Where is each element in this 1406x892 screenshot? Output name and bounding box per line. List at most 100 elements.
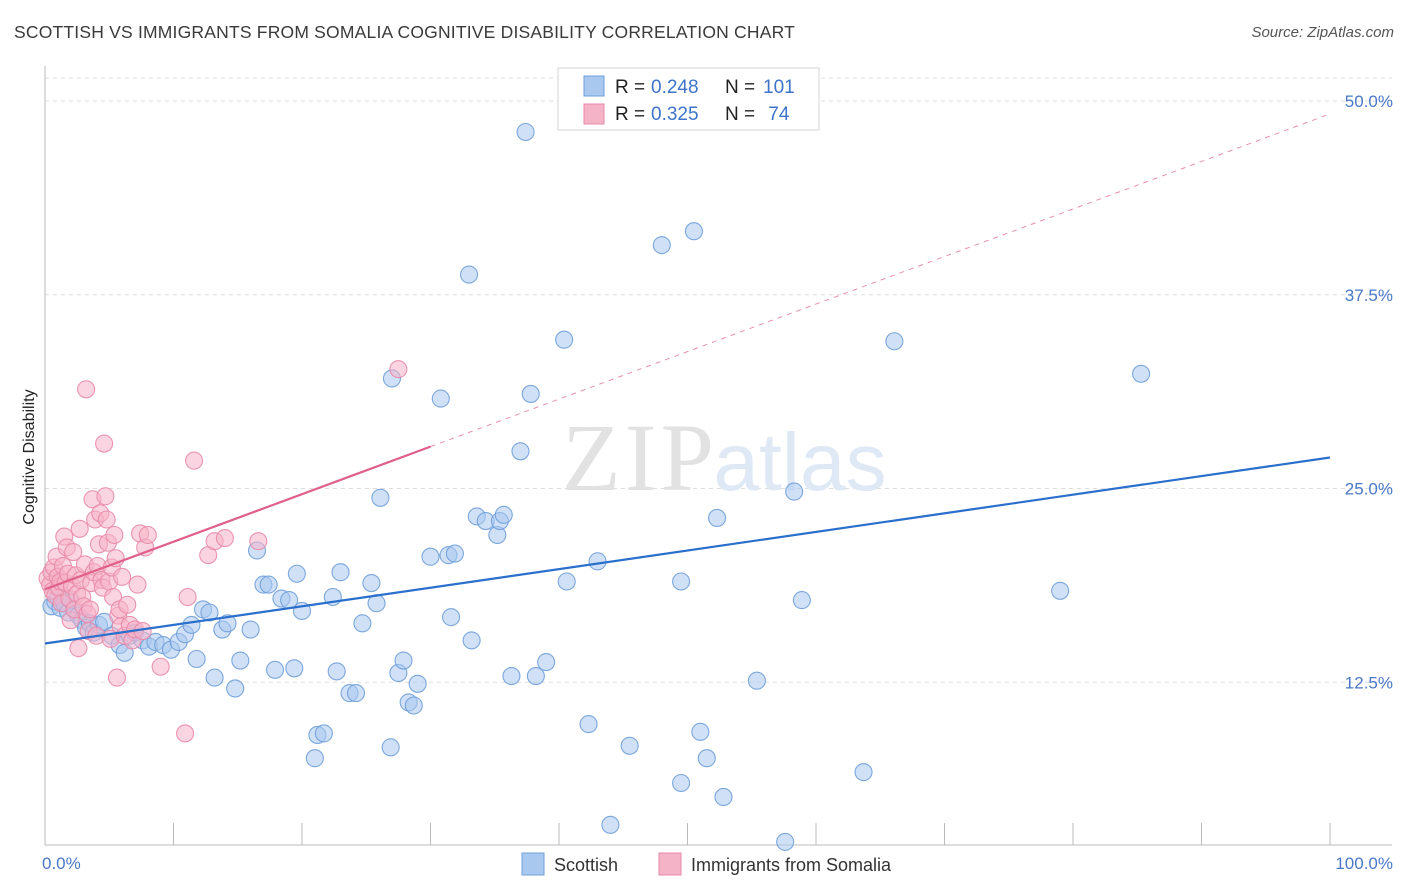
scottish-point-61 [394,651,413,670]
source-label: Source: ZipAtlas.com [1251,24,1394,41]
somalia-point-71 [185,451,204,470]
scottish-point-96 [708,508,727,528]
scottish-point-95 [697,749,716,768]
scottish-point-54 [353,614,372,633]
scottish-point-86 [588,552,607,571]
somalia-point-23 [69,639,88,658]
scottish-point-58 [381,738,400,757]
bottom-legend-swatch-scottish [521,852,545,876]
scottish-point-104 [1051,581,1070,600]
scottish-point-87 [601,815,620,834]
scottish-point-91 [672,572,691,591]
somalia-point-45 [97,510,116,529]
scottish-point-84 [557,572,576,591]
scottish-point-57 [371,488,390,507]
somalia-point-59 [118,595,137,614]
series-scottish-points [42,107,1151,851]
somalia-point-44 [96,487,115,506]
trend-line-somalia-extension [430,113,1331,448]
watermark: ZIP atlas [562,404,887,511]
legend-r-value-somalia: 0.325 [651,104,699,125]
watermark-zip: ZIP [562,404,718,511]
scottish-point-97 [714,787,733,807]
somalia-point-63 [128,575,147,594]
scottish-point-98 [747,671,766,690]
scottish-point-69 [445,544,464,563]
scottish-point-64 [408,674,427,693]
somalia-point-69 [176,724,195,743]
legend-n-label-scottish: N = [725,77,755,98]
scottish-point-55 [362,573,381,593]
somalia-point-19 [64,542,83,562]
trend-line-somalia [44,445,431,591]
trend-line-scottish [44,456,1331,645]
y-axis-label: Cognitive Disability [21,389,38,524]
somalia-point-51 [105,525,124,545]
scottish-point-93 [684,222,703,241]
somalia-point-70 [178,587,197,607]
scottish-point-105 [1132,364,1151,383]
scottish-point-103 [885,332,904,351]
gridlines [45,77,1392,683]
scottish-point-77 [502,666,521,686]
scottish-point-28 [187,649,206,669]
scottish-point-43 [285,659,304,678]
scottish-point-31 [205,668,224,687]
scottish-point-63 [404,696,423,715]
somalia-point-68 [151,657,170,676]
y-tick-label-3: 50.0% [1345,92,1393,111]
legend-r-label-scottish: R = [615,77,645,98]
somalia-point-74 [215,529,234,548]
axes [44,66,1392,846]
scottish-point-102 [854,763,873,782]
scottish-point-80 [521,384,540,404]
scottish-point-34 [226,679,245,698]
legend-swatch-scottish [583,75,605,97]
scottish-point-36 [241,620,260,639]
legend-r-label-somalia: R = [615,104,645,125]
scottish-point-68 [442,608,461,627]
scottish-point-65 [421,547,440,566]
scottish-point-51 [331,563,350,582]
somalia-point-75 [249,532,268,551]
series-somalia-points [38,360,408,743]
somalia-point-24 [70,519,89,538]
scottish-point-92 [672,773,691,793]
y-tick-label-1: 25.0% [1345,480,1393,499]
scottish-point-101 [792,591,811,610]
y-tick-label-0: 12.5% [1345,673,1393,692]
scottish-point-79 [516,122,535,142]
scottish-point-44 [287,564,306,583]
somalia-point-29 [77,380,96,399]
scottish-point-27 [182,615,201,634]
legend-r-value-scottish: 0.248 [651,77,699,98]
legend-n-value-somalia: 74 [763,104,790,125]
chart-title: SCOTTISH VS IMMIGRANTS FROM SOMALIA COGN… [14,22,796,42]
x-tick-label-1: 100.0% [1335,854,1393,873]
scottish-point-100 [785,482,804,501]
scottish-point-90 [652,236,671,255]
scottish-point-83 [555,330,574,349]
scottish-point-35 [231,651,250,670]
tick-labels: 12.5% 25.0% 37.5% 50.0% 0.0% 100.0% [42,92,1393,873]
scottish-point-50 [327,662,346,681]
scottish-point-53 [346,684,366,703]
scottish-point-66 [431,389,450,408]
scottish-point-94 [691,722,710,741]
scottish-point-48 [305,749,324,768]
scottish-point-81 [526,666,545,686]
legend-box: R = 0.248 N = 101 R = 0.325 N = 74 [557,67,820,131]
somalia-point-76 [389,360,408,379]
scottish-point-78 [511,442,530,461]
bottom-legend-somalia: Immigrants from Somalia [691,855,892,875]
somalia-point-53 [107,668,127,687]
scottish-point-85 [579,715,598,734]
legend-n-label-somalia: N = [725,104,755,125]
scottish-point-70 [459,265,479,284]
somalia-point-32 [80,600,100,619]
scottish-point-71 [462,631,481,650]
somalia-point-67 [138,525,157,545]
bottom-legend-scottish: Scottish [554,855,618,875]
scottish-point-88 [620,736,639,755]
